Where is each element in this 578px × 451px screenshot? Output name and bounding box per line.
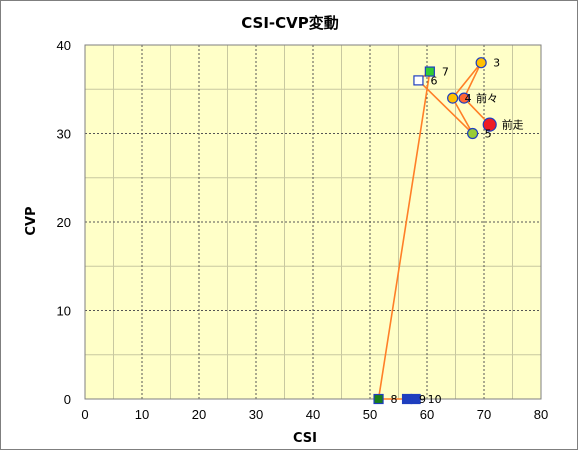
plot-border: [84, 44, 542, 400]
tick-labels: 0 10 20 30 40 50 60 70 80 0 10 20 30 40: [57, 38, 549, 422]
x-tick-label: 60: [420, 407, 434, 422]
data-point-label: 前々: [476, 91, 498, 105]
y-tick-label: 30: [57, 127, 71, 142]
series-line: [377, 62, 491, 400]
x-tick-label: 20: [192, 407, 206, 422]
y-tick-label: 0: [64, 392, 71, 407]
data-points: [373, 57, 497, 405]
data-point-circle: [458, 92, 470, 104]
x-tick-label: 0: [81, 407, 88, 422]
x-tick-label: 70: [477, 407, 491, 422]
data-point-label: 3: [493, 57, 500, 70]
data-point-label: 8: [391, 393, 398, 406]
data-point-circle: [467, 127, 479, 140]
data-point-label: 前走: [502, 118, 524, 132]
x-tick-label: 50: [363, 407, 377, 422]
data-point-label: 4: [465, 92, 472, 105]
data-point-circle: [447, 92, 459, 104]
data-point-square: [373, 393, 384, 405]
data-point-square: [401, 393, 413, 405]
y-tick-label: 20: [57, 215, 71, 230]
x-axis-label: CSI: [293, 431, 317, 446]
y-tick-label: 40: [57, 38, 71, 53]
data-point-square: [413, 75, 424, 86]
x-tick-label: 30: [249, 407, 263, 422]
data-point-label: 5: [485, 128, 492, 141]
data-point-circle: [475, 57, 487, 69]
chart-title: CSI-CVP変動: [241, 14, 339, 32]
x-tick-label: 40: [306, 407, 320, 422]
y-axis-label: CVP: [24, 206, 39, 235]
x-tick-label: 80: [534, 407, 548, 422]
y-tick-label: 10: [57, 304, 71, 319]
x-tick-label: 10: [135, 407, 149, 422]
series-polyline: [377, 62, 491, 400]
data-point-label: 7: [442, 66, 449, 79]
data-point-label: 6: [430, 74, 437, 87]
data-point-label: 9: [419, 393, 426, 406]
data-point-square: [424, 66, 435, 77]
data-point-label: 10: [428, 393, 442, 406]
data-point-circle: [482, 117, 497, 132]
grid-lines: [84, 44, 542, 400]
